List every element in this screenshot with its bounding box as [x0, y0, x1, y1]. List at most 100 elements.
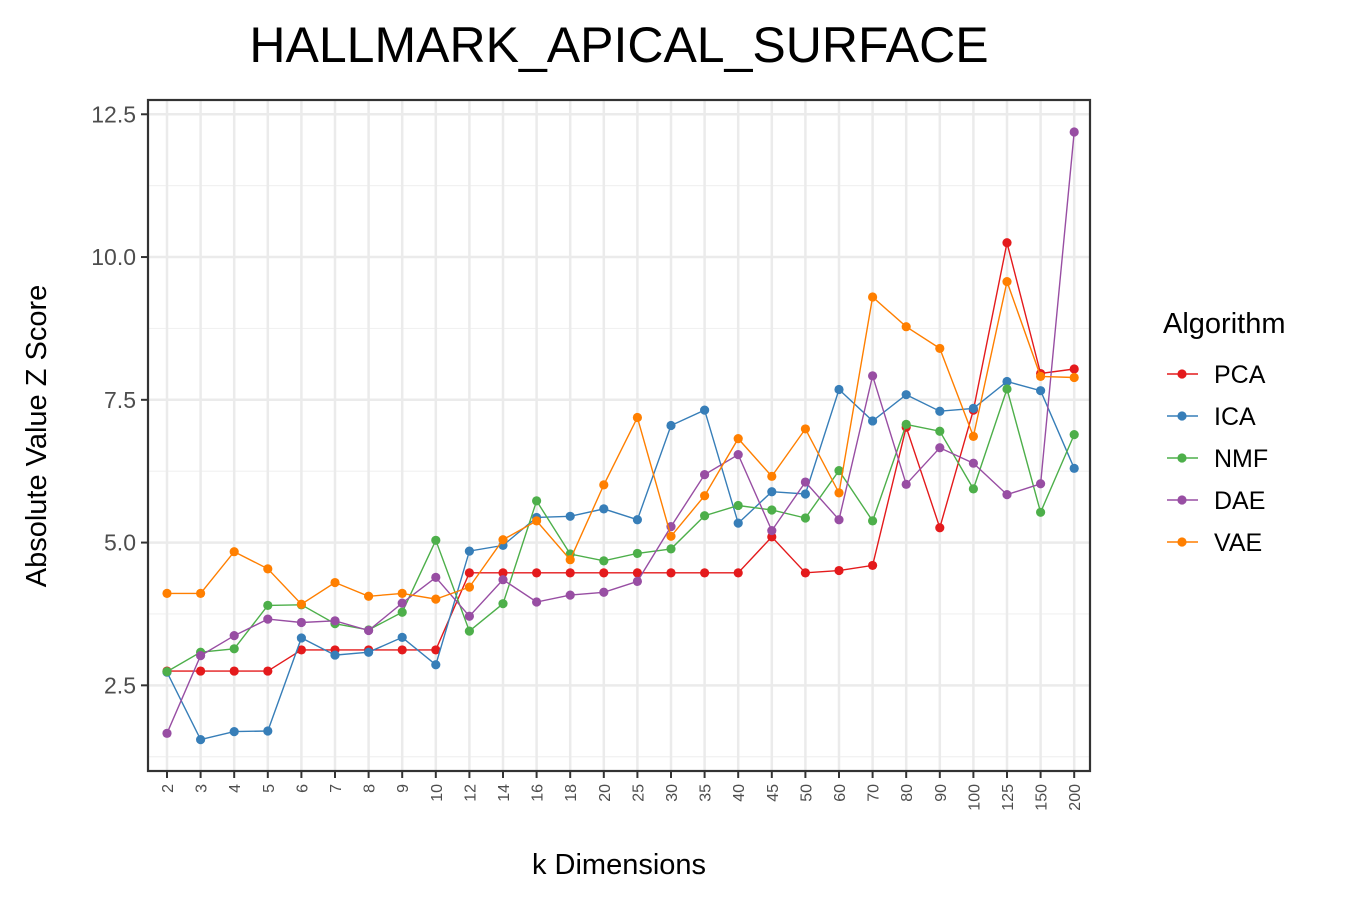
data-point-dae	[230, 631, 239, 640]
x-tick-label: 16	[530, 784, 547, 802]
data-point-vae	[666, 532, 675, 541]
data-point-vae	[700, 491, 709, 500]
legend-label: NMF	[1214, 445, 1268, 473]
data-point-vae	[162, 589, 171, 598]
data-point-dae	[162, 729, 171, 738]
data-point-vae	[801, 424, 810, 433]
data-point-dae	[599, 588, 608, 597]
data-point-ica	[1070, 464, 1079, 473]
data-point-dae	[330, 616, 339, 625]
x-axis-label: k Dimensions	[532, 849, 706, 881]
data-point-vae	[465, 583, 474, 592]
data-point-vae	[398, 589, 407, 598]
x-tick-label: 9	[395, 784, 412, 793]
x-tick-label: 30	[664, 784, 681, 802]
data-point-dae	[196, 651, 205, 660]
data-point-vae	[599, 480, 608, 489]
data-point-ica	[935, 407, 944, 416]
chart-title: HALLMARK_APICAL_SURFACE	[249, 17, 988, 73]
x-tick-label: 50	[798, 784, 815, 802]
data-point-vae	[263, 564, 272, 573]
legend-label: VAE	[1214, 529, 1262, 557]
data-point-vae	[935, 344, 944, 353]
data-point-pca	[666, 568, 675, 577]
data-point-ica	[734, 519, 743, 528]
data-point-pca	[700, 568, 709, 577]
data-point-pca	[465, 568, 474, 577]
data-point-dae	[902, 480, 911, 489]
data-point-pca	[398, 645, 407, 654]
data-point-pca	[801, 568, 810, 577]
data-point-dae	[364, 626, 373, 635]
data-point-ica	[599, 504, 608, 513]
data-point-pca	[230, 666, 239, 675]
data-point-nmf	[162, 667, 171, 676]
legend-key-point	[1177, 537, 1186, 546]
y-axis-label: Absolute Value Z Score	[21, 285, 53, 588]
x-tick-label: 7	[328, 784, 345, 793]
data-point-dae	[1002, 490, 1011, 499]
legend-key-point	[1177, 453, 1186, 462]
data-point-vae	[566, 555, 575, 564]
data-point-vae	[734, 434, 743, 443]
legend-key-point	[1177, 495, 1186, 504]
data-point-pca	[834, 566, 843, 575]
data-point-vae	[364, 592, 373, 601]
data-point-nmf	[969, 484, 978, 493]
data-point-nmf	[935, 427, 944, 436]
x-tick-label: 14	[496, 784, 513, 802]
x-tick-label: 6	[294, 784, 311, 793]
x-tick-label: 90	[933, 784, 950, 802]
x-tick-label: 20	[597, 784, 614, 802]
data-point-nmf	[633, 549, 642, 558]
x-tick-label: 200	[1067, 784, 1084, 811]
data-point-ica	[297, 633, 306, 642]
data-point-vae	[431, 595, 440, 604]
x-tick-label: 80	[899, 784, 916, 802]
data-point-vae	[1002, 277, 1011, 286]
data-point-dae	[398, 599, 407, 608]
data-point-ica	[1036, 386, 1045, 395]
data-point-ica	[398, 633, 407, 642]
legend-item-nmf: NMF	[1167, 445, 1268, 473]
x-tick-label: 125	[1000, 784, 1017, 811]
legend-title: Algorithm	[1163, 308, 1286, 340]
data-point-nmf	[700, 511, 709, 520]
data-point-vae	[633, 413, 642, 422]
data-point-vae	[230, 547, 239, 556]
data-point-pca	[196, 666, 205, 675]
data-point-dae	[935, 443, 944, 452]
x-tick-label: 2	[160, 784, 177, 793]
legend-item-vae: VAE	[1167, 529, 1262, 557]
data-point-nmf	[734, 501, 743, 510]
data-point-vae	[297, 600, 306, 609]
x-axis: 2 3 4 5 6 7 8 9 10 12 14 16 18 20 25 30 35 40 45 50 60 70 80 90…	[160, 771, 1084, 811]
data-point-dae	[465, 612, 474, 621]
data-point-nmf	[1036, 508, 1045, 517]
x-tick-label: 70	[866, 784, 883, 802]
data-point-ica	[767, 487, 776, 496]
data-point-nmf	[868, 516, 877, 525]
data-point-dae	[700, 470, 709, 479]
data-point-ica	[465, 547, 474, 556]
x-tick-label: 100	[966, 784, 983, 811]
series-line-vae	[167, 282, 1074, 605]
data-point-dae	[263, 614, 272, 623]
data-point-dae	[633, 577, 642, 586]
data-point-ica	[196, 735, 205, 744]
x-tick-label: 3	[194, 784, 211, 793]
data-point-dae	[969, 459, 978, 468]
data-point-nmf	[263, 601, 272, 610]
data-point-dae	[498, 575, 507, 584]
data-point-dae	[834, 515, 843, 524]
x-tick-label: 35	[698, 784, 715, 802]
data-point-vae	[902, 322, 911, 331]
data-point-nmf	[666, 544, 675, 553]
x-tick-label: 4	[227, 784, 244, 793]
x-tick-label: 12	[462, 784, 479, 802]
legend-key-point	[1177, 411, 1186, 420]
data-point-vae	[498, 535, 507, 544]
data-point-nmf	[498, 599, 507, 608]
y-tick-label: 12.5	[91, 101, 136, 127]
data-point-ica	[969, 404, 978, 413]
